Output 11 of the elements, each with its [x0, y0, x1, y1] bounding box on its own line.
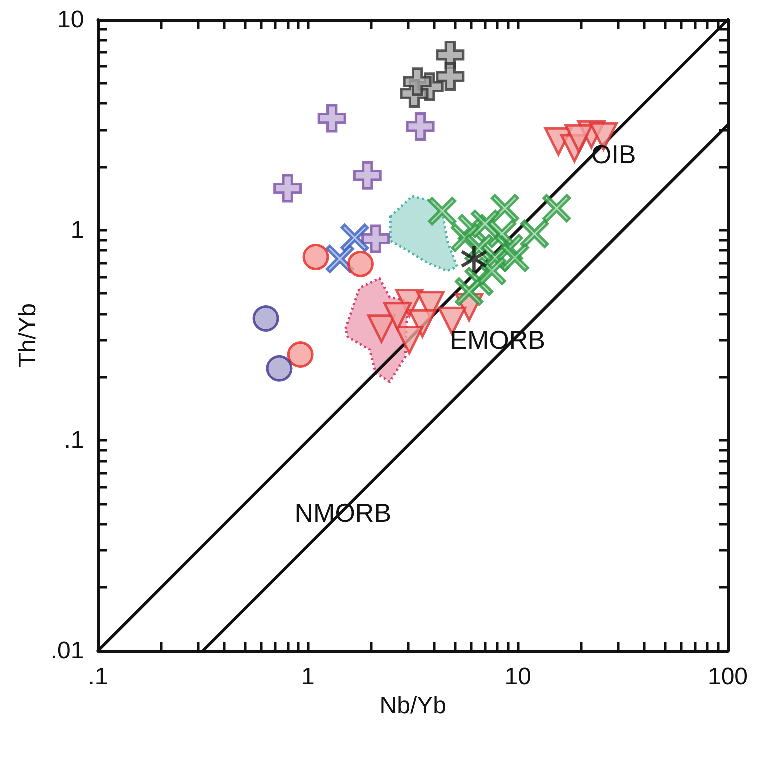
y-tick-label: 1: [70, 216, 84, 244]
y-tick-label: .1: [64, 427, 84, 454]
y-tick-label: .01: [50, 638, 84, 664]
x-axis-title: Nb/Yb: [380, 692, 446, 720]
x-tick-label: 10: [504, 664, 532, 690]
x-tick-label: .1: [88, 664, 108, 690]
y-axis-title: Th/Yb: [14, 303, 42, 368]
x-tick-label: 1: [301, 664, 315, 690]
annotation: OIB: [591, 140, 636, 170]
y-tick-label: 10: [58, 6, 84, 34]
x-tick-label: 100: [708, 664, 748, 690]
